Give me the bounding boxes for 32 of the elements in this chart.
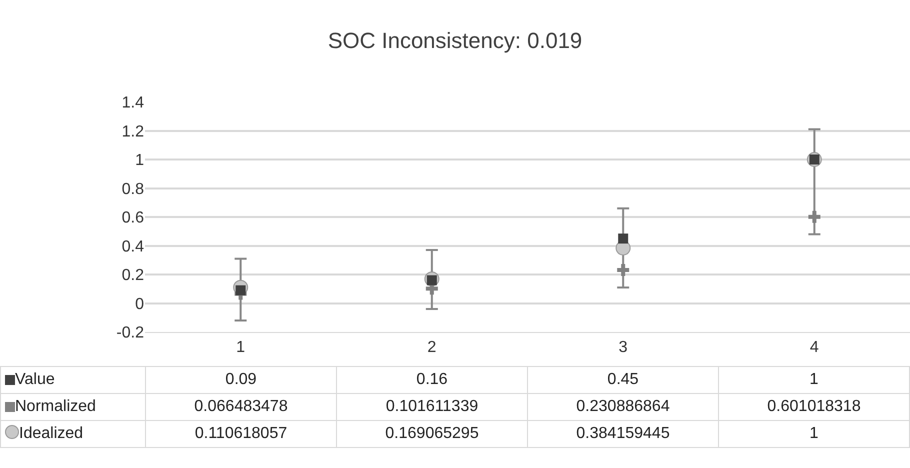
data-label: 0.110618057 <box>146 420 336 448</box>
legend-label: Normalized <box>0 394 146 420</box>
data-label: 0.101611339 <box>336 394 528 420</box>
data-label: 0.09 <box>146 366 336 394</box>
point <box>618 234 628 244</box>
y-tick-label: 0.6 <box>122 210 144 227</box>
legend-label: Value <box>0 366 146 394</box>
data-label: 0.169065295 <box>336 420 528 448</box>
chart-title: SOC Inconsistency: 0.019 <box>328 28 582 53</box>
data-label: 0.45 <box>528 366 718 394</box>
y-tick-label: 0.4 <box>122 238 144 256</box>
data-label: 0.230886864 <box>528 394 718 420</box>
y-tick-label: 0.2 <box>122 267 144 284</box>
data-label: 0.384159445 <box>528 420 718 448</box>
x-tick-label: 2 <box>427 339 436 356</box>
y-tick-label: 1.2 <box>122 123 144 140</box>
data-label: 0.16 <box>336 366 528 394</box>
y-tick-label: 1 <box>135 152 144 170</box>
legend-label: Idealized <box>0 420 146 448</box>
data-label: 1 <box>718 366 910 394</box>
data-label: 0.066483478 <box>146 394 336 420</box>
x-tick-label: 1 <box>236 339 246 356</box>
y-tick-label: -0.2 <box>116 324 144 342</box>
x-tick-label: 4 <box>810 339 819 356</box>
point <box>617 264 630 276</box>
y-tick-label: 1.4 <box>122 94 144 112</box>
data-label: 0.601018318 <box>718 394 910 420</box>
point <box>808 210 820 223</box>
y-tick-label: 0 <box>135 296 144 313</box>
data-label: 1 <box>718 420 910 448</box>
y-tick-label: 0.8 <box>122 180 144 198</box>
x-tick-label: 3 <box>618 339 628 356</box>
